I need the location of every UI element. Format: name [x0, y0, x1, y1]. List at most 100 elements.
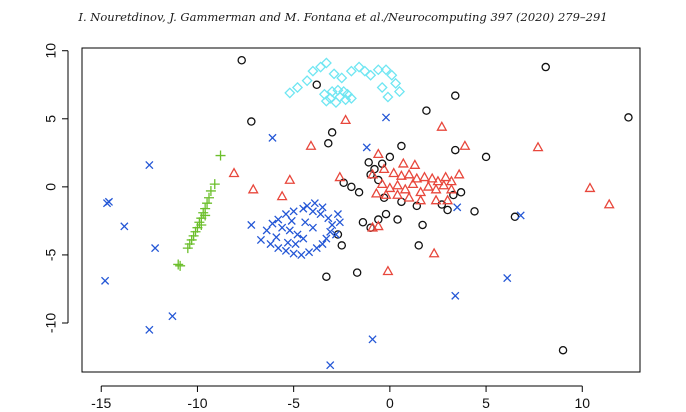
plus-point	[184, 239, 195, 250]
circle-point	[456, 188, 466, 197]
circle-point	[470, 207, 479, 216]
circle-point	[624, 113, 633, 122]
triangle-series	[228, 114, 615, 276]
diamond-series	[284, 57, 406, 108]
x-point	[303, 201, 312, 210]
circle-point	[247, 117, 256, 126]
diamond-point	[307, 65, 319, 77]
x-point	[101, 276, 110, 285]
x-tick-label: -10	[187, 395, 207, 411]
triangle-point	[438, 179, 450, 190]
diamond-point	[390, 77, 402, 89]
triangle-point	[411, 172, 423, 183]
triangle-point	[382, 265, 394, 276]
x-point	[283, 238, 292, 247]
x-point	[268, 219, 277, 228]
x-point	[285, 226, 294, 235]
x-point	[281, 246, 291, 255]
circle-point	[481, 152, 491, 162]
circle-point	[312, 80, 321, 90]
triangle-point	[422, 180, 434, 191]
triangle-point	[399, 183, 411, 194]
circle-point	[352, 268, 362, 277]
triangle-point	[376, 178, 388, 189]
x-tick-label: -15	[91, 395, 111, 411]
y-tick-label: 10	[43, 43, 59, 59]
diamond-point	[330, 96, 342, 108]
diamond-point	[336, 72, 348, 84]
x-point	[287, 216, 296, 225]
circle-point	[541, 62, 550, 72]
y-tick-label: 0	[43, 183, 59, 191]
x-point	[318, 203, 327, 212]
x-point	[289, 249, 298, 258]
x-axis: -15 -10 -5 0 5 10	[91, 385, 590, 411]
triangle-point	[367, 168, 379, 179]
plus-point	[209, 179, 220, 190]
triangle-point	[380, 189, 392, 199]
triangle-point	[397, 157, 409, 168]
triangle-point	[426, 172, 438, 183]
plus-series	[173, 150, 226, 271]
triangle-point	[228, 167, 240, 178]
x-point	[308, 223, 317, 232]
triangle-point	[430, 183, 442, 194]
x-point	[151, 244, 160, 253]
x-point	[453, 203, 462, 212]
x-point	[368, 335, 377, 344]
circle-point	[443, 205, 452, 215]
diamond-point	[340, 94, 352, 106]
circle-point	[418, 220, 427, 230]
diamond-point	[320, 57, 332, 69]
plus-point	[190, 226, 201, 237]
x-point	[328, 220, 337, 230]
triangle-point	[432, 175, 444, 186]
circle-point	[358, 218, 368, 227]
diamond-point	[345, 92, 357, 104]
triangle-point	[419, 171, 430, 182]
triangle-point	[445, 183, 457, 194]
x-point	[503, 274, 512, 283]
x-point	[168, 312, 177, 321]
diamond-point	[353, 61, 365, 73]
diamond-point	[345, 65, 357, 77]
triangle-point	[532, 141, 544, 152]
circle-point	[322, 272, 331, 281]
plus-point	[186, 234, 197, 245]
triangle-point	[584, 182, 596, 193]
circle-point	[451, 91, 460, 100]
circle-point	[393, 215, 402, 224]
triangle-point	[367, 221, 379, 232]
x-tick-label: -5	[287, 395, 300, 411]
x-point	[145, 161, 154, 170]
diamond-point	[284, 87, 296, 99]
x-point	[299, 204, 308, 213]
x-point	[301, 218, 310, 227]
circle-point	[437, 200, 447, 209]
circle-point	[385, 152, 395, 162]
triangle-point	[334, 171, 346, 182]
y-tick-label: -10	[43, 313, 59, 333]
triangle-point	[442, 194, 454, 205]
diamond-point	[328, 68, 340, 80]
x-point	[451, 291, 460, 300]
triangle-point	[403, 168, 415, 179]
x-point	[318, 239, 327, 249]
diamond-point	[376, 81, 388, 93]
triangle-point	[392, 189, 404, 199]
triangle-point	[403, 191, 415, 202]
triangle-point	[388, 167, 400, 178]
x-point	[297, 250, 306, 259]
running-title: I. Nouretdinov, J. Gammerman and M. Font…	[78, 10, 608, 24]
triangle-point	[372, 148, 384, 159]
x-point	[120, 222, 129, 231]
x-point	[262, 226, 271, 235]
x-point	[289, 207, 298, 216]
x-tick-label: 10	[574, 395, 590, 411]
x-point	[516, 211, 525, 220]
triangle-point	[384, 182, 396, 193]
triangle-point	[276, 190, 288, 201]
plus-point	[173, 259, 184, 270]
circle-point	[558, 345, 568, 355]
triangle-point	[340, 114, 352, 125]
